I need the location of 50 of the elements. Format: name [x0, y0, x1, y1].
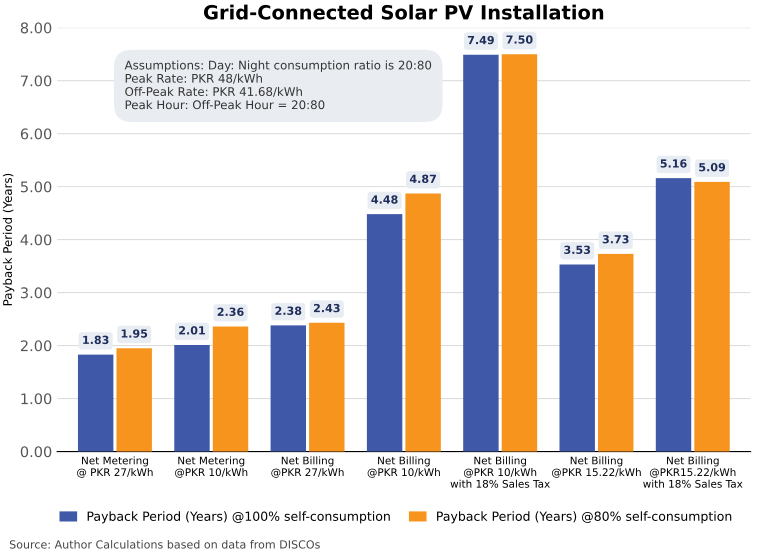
y-tick-label: 5.00 — [20, 181, 52, 192]
data-label: 3.73 — [602, 235, 629, 244]
bar — [270, 325, 306, 452]
data-label: 4.48 — [371, 195, 398, 204]
data-label: 2.36 — [218, 308, 244, 316]
data-label: 2.43 — [314, 304, 340, 312]
y-tick-label: 7.00 — [21, 75, 52, 86]
bar — [78, 354, 114, 452]
x-tick-label: Net Billing @PKR 10/kWh — [368, 456, 440, 478]
bar — [463, 54, 499, 452]
y-tick-label: 2.00 — [20, 340, 52, 352]
data-label: 1.83 — [83, 336, 108, 344]
y-tick-label: 0.00 — [20, 446, 52, 458]
bar — [309, 322, 345, 452]
data-label: 2.38 — [275, 306, 302, 315]
x-tick-label: Net Billing @PKR15.22/kWh with 18% Sales Tax — [643, 456, 742, 488]
x-tick-label: Net Metering @ PKR 27/kWh — [77, 456, 153, 478]
bar — [366, 214, 402, 452]
bar — [694, 182, 730, 452]
legend-label: Payback Period (Years) @100% self-consumption — [88, 511, 390, 524]
bar — [656, 178, 692, 452]
data-label: 7.49 — [468, 36, 494, 44]
data-label: 7.50 — [506, 35, 533, 44]
x-tick-label: Net Metering @PKR 10/kWh — [175, 456, 248, 478]
bar — [405, 194, 441, 452]
y-tick-label: 1.00 — [21, 393, 52, 404]
chart-title: Grid-Connected Solar PV Installation — [204, 4, 604, 20]
data-label: 1.95 — [122, 329, 148, 338]
x-tick-label: Net Billing @PKR 27/kWh — [271, 456, 344, 478]
data-label: 3.53 — [564, 246, 590, 254]
annotation: Assumptions: Day: Night consumption ratio is 20:80 Peak Rate: PKR 48/kWh Off-Peak Rate: PKR 41.68/kWh Peak Hour: Off-Peak Hour = 20:80 — [124, 60, 432, 110]
bar — [598, 254, 634, 452]
y-tick-label: 8.00 — [20, 22, 52, 34]
data-label: 5.16 — [660, 159, 687, 168]
y-tick-label: 6.00 — [20, 128, 52, 140]
bar — [116, 348, 152, 452]
data-label: 4.87 — [410, 174, 436, 184]
x-tick-label: Net Billing @PKR 15.22/kWh — [552, 456, 641, 478]
bar — [212, 326, 248, 452]
data-label: 5.09 — [699, 162, 726, 172]
bar — [174, 345, 210, 452]
y-tick-label: 4.00 — [20, 234, 52, 246]
x-tick-label: Net Billing @PKR 10/kWh with 18% Sales Tax — [450, 456, 550, 488]
y-tick-label: 3.00 — [20, 287, 52, 298]
source-note: Source: Author Calculations based on data from DISCOs — [10, 540, 320, 549]
bar — [559, 264, 595, 452]
y-axis-title: Payback Period (Years) — [2, 174, 14, 306]
bar — [502, 54, 538, 452]
data-label: 2.01 — [179, 326, 205, 335]
legend-label: Payback Period (Years) @80% self-consumption — [437, 511, 732, 524]
